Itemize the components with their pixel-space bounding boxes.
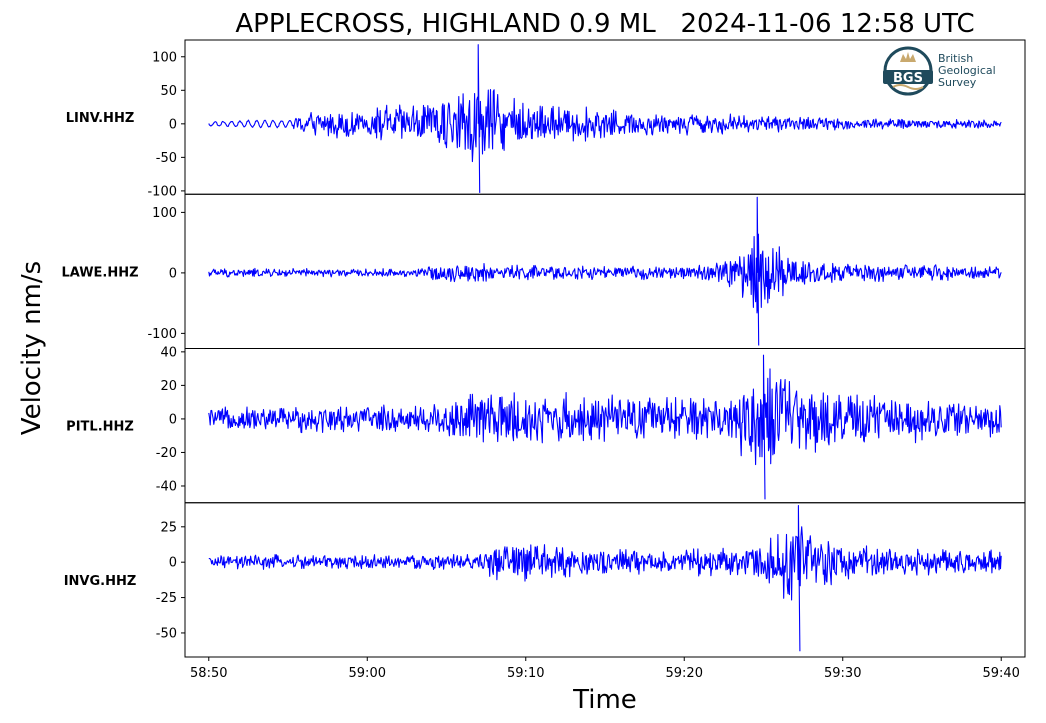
station-label: INVG.HHZ: [64, 574, 137, 589]
x-tick-label: 59:40: [982, 666, 1019, 681]
chart-title: APPLECROSS, HIGHLAND 0.9 ML 2024-11-06 1…: [235, 9, 974, 39]
x-tick-label: 59:30: [824, 666, 861, 681]
station-label: PITL.HHZ: [66, 420, 134, 435]
y-tick-label: -100: [147, 327, 177, 342]
y-axis-title: Velocity nm/s: [17, 261, 47, 435]
panel-lawe-hhz: 100 0 -100 LAWE.HHZ: [61, 193, 1026, 349]
logo-bar: [883, 70, 933, 84]
panel-linv-hhz: 100 50 0 -50 -100 LINV.HHZ: [66, 39, 1026, 199]
y-tick-label: 100: [152, 206, 177, 221]
logo-waves: [892, 84, 924, 90]
y-tick-label: 40: [160, 345, 177, 360]
x-tick-label: 58:50: [190, 666, 227, 681]
waveform-trace: [208, 354, 1002, 500]
logo-text-line: Survey: [938, 76, 977, 89]
waveform-trace: [208, 44, 1002, 193]
x-tick-label: 59:20: [666, 666, 703, 681]
logo-monogram: BGS: [893, 71, 923, 86]
x-axis-title: Time: [572, 685, 637, 715]
panel-frame: [184, 502, 1026, 658]
y-tick-label: -40: [156, 479, 177, 494]
panel-invg-hhz: 25 0 -25 -50 INVG.HHZ: [64, 502, 1026, 658]
waveform-trace: [208, 505, 1002, 652]
y-tick-label: 0: [169, 266, 177, 281]
crown-icon: [900, 52, 916, 62]
logo-text-line: British: [938, 52, 973, 65]
x-tick-label: 59:10: [507, 666, 544, 681]
x-tick-label: 59:00: [349, 666, 386, 681]
panel-pitl-hhz: 40 20 0 -20 -40 PITL.HHZ: [66, 345, 1026, 504]
y-tick-label: 0: [169, 117, 177, 132]
station-label: LINV.HHZ: [66, 111, 135, 126]
y-tick-label: -20: [156, 446, 177, 461]
y-tick-label: 50: [160, 84, 177, 99]
waveform-trace: [208, 196, 1002, 346]
trace-panels: 100 50 0 -50 -100 LINV.HHZ 100 0 -100 LAWE.HHZ 40 2…: [61, 39, 1026, 658]
station-label: LAWE.HHZ: [61, 265, 138, 280]
y-tick-label: 0: [169, 412, 177, 427]
logo-text-line: Geological: [938, 64, 996, 77]
y-tick-label: -50: [156, 151, 177, 166]
y-tick-label: 20: [160, 379, 177, 394]
x-axis: 58:50 59:00 59:10 59:20 59:30 59:40: [190, 657, 1020, 681]
y-tick-label: 25: [160, 520, 177, 535]
y-tick-label: -50: [156, 626, 177, 641]
y-tick-label: 100: [152, 50, 177, 65]
y-tick-label: 0: [169, 556, 177, 571]
y-tick-label: -100: [147, 184, 177, 199]
y-tick-label: -25: [156, 591, 177, 606]
